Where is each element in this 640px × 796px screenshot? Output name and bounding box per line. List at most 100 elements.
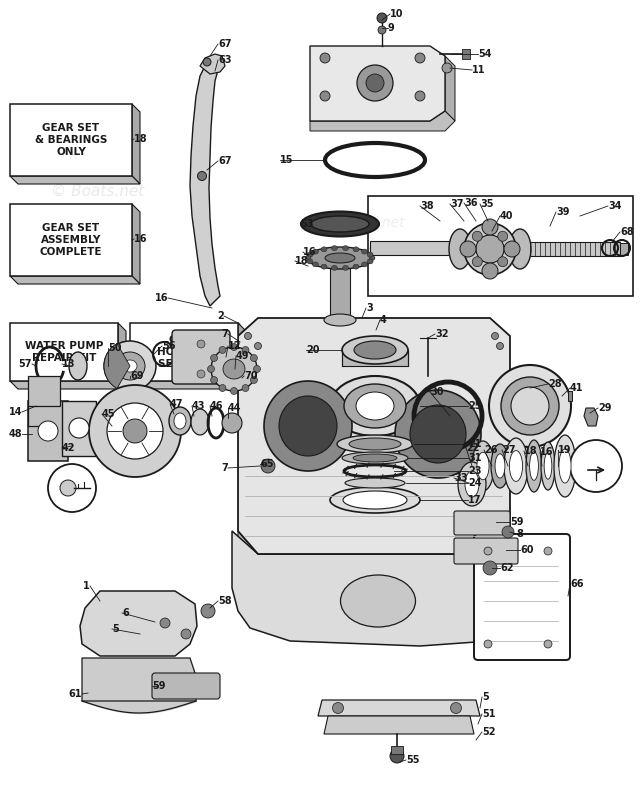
Text: 16: 16 — [134, 234, 147, 244]
Polygon shape — [28, 376, 60, 406]
Text: 49: 49 — [236, 351, 250, 361]
Circle shape — [320, 91, 330, 101]
Bar — [10, 204, 132, 276]
Text: 11: 11 — [472, 65, 486, 75]
Circle shape — [415, 91, 425, 101]
Polygon shape — [10, 276, 140, 284]
Polygon shape — [10, 176, 140, 184]
Circle shape — [211, 354, 218, 361]
Text: 39: 39 — [556, 207, 570, 217]
Ellipse shape — [410, 405, 466, 463]
Circle shape — [160, 618, 170, 628]
Bar — [10, 104, 132, 176]
Circle shape — [60, 480, 76, 496]
Polygon shape — [62, 401, 96, 456]
Text: 59: 59 — [510, 517, 524, 527]
Circle shape — [460, 241, 476, 257]
Circle shape — [502, 526, 514, 538]
Ellipse shape — [509, 451, 523, 482]
Circle shape — [241, 352, 249, 360]
Text: 5: 5 — [112, 624, 119, 634]
Text: 19: 19 — [558, 445, 572, 455]
Text: 43: 43 — [192, 401, 205, 411]
Circle shape — [261, 459, 275, 473]
Ellipse shape — [356, 392, 394, 420]
Text: 30: 30 — [430, 387, 444, 397]
Bar — [342, 350, 408, 366]
Polygon shape — [200, 54, 225, 74]
Polygon shape — [190, 66, 220, 306]
Text: 16: 16 — [154, 293, 168, 303]
Polygon shape — [318, 700, 480, 716]
Text: 65: 65 — [260, 459, 273, 469]
FancyBboxPatch shape — [454, 538, 518, 564]
Text: 7: 7 — [221, 463, 228, 473]
Text: 25: 25 — [468, 401, 481, 411]
Circle shape — [320, 53, 330, 63]
Text: 50: 50 — [108, 343, 122, 353]
Text: 15: 15 — [280, 155, 294, 165]
Circle shape — [492, 333, 499, 340]
Circle shape — [390, 749, 404, 763]
Ellipse shape — [169, 407, 191, 435]
Circle shape — [377, 13, 387, 23]
Circle shape — [69, 418, 89, 438]
Text: © Boats.net: © Boats.net — [51, 184, 145, 198]
Polygon shape — [238, 531, 258, 566]
Text: 21: 21 — [468, 439, 481, 449]
Circle shape — [442, 63, 452, 73]
Bar — [330, 260, 350, 318]
Text: 32: 32 — [435, 329, 449, 339]
Ellipse shape — [69, 352, 87, 380]
Ellipse shape — [472, 441, 494, 491]
Text: 70: 70 — [244, 371, 257, 381]
Polygon shape — [258, 554, 490, 566]
Ellipse shape — [330, 376, 420, 436]
Circle shape — [198, 171, 207, 181]
Polygon shape — [130, 381, 246, 389]
Polygon shape — [118, 323, 126, 389]
Ellipse shape — [337, 435, 413, 453]
Ellipse shape — [330, 487, 420, 513]
Text: 68: 68 — [620, 227, 634, 237]
Ellipse shape — [465, 471, 479, 497]
Text: 10: 10 — [390, 9, 403, 19]
Polygon shape — [232, 531, 514, 646]
Circle shape — [197, 370, 205, 378]
Circle shape — [544, 547, 552, 555]
Ellipse shape — [312, 262, 319, 267]
Circle shape — [250, 354, 257, 361]
Text: Boats.net: Boats.net — [269, 345, 355, 363]
Text: 7: 7 — [221, 329, 228, 339]
Text: 36: 36 — [464, 198, 477, 208]
Circle shape — [197, 340, 205, 348]
Circle shape — [472, 257, 483, 267]
Circle shape — [89, 385, 181, 477]
Polygon shape — [238, 318, 510, 554]
Ellipse shape — [344, 384, 406, 428]
Text: 58: 58 — [218, 596, 232, 606]
FancyBboxPatch shape — [454, 511, 510, 535]
Circle shape — [48, 464, 96, 512]
Ellipse shape — [362, 262, 367, 267]
Text: 18: 18 — [134, 134, 148, 144]
Ellipse shape — [354, 341, 396, 359]
Text: 54: 54 — [478, 49, 492, 59]
Circle shape — [333, 703, 344, 713]
Circle shape — [544, 640, 552, 648]
Text: GEAR SET
& BEARINGS
ONLY: GEAR SET & BEARINGS ONLY — [35, 123, 107, 157]
Ellipse shape — [353, 454, 397, 462]
Circle shape — [482, 263, 498, 279]
Text: 22: 22 — [466, 443, 479, 453]
Ellipse shape — [332, 265, 337, 271]
Polygon shape — [82, 658, 196, 701]
Ellipse shape — [349, 438, 401, 450]
Ellipse shape — [211, 347, 257, 391]
Ellipse shape — [559, 449, 571, 483]
Polygon shape — [310, 46, 445, 121]
Circle shape — [203, 58, 211, 66]
Ellipse shape — [526, 440, 542, 492]
Ellipse shape — [279, 396, 337, 456]
Ellipse shape — [489, 365, 571, 447]
Circle shape — [497, 342, 504, 349]
